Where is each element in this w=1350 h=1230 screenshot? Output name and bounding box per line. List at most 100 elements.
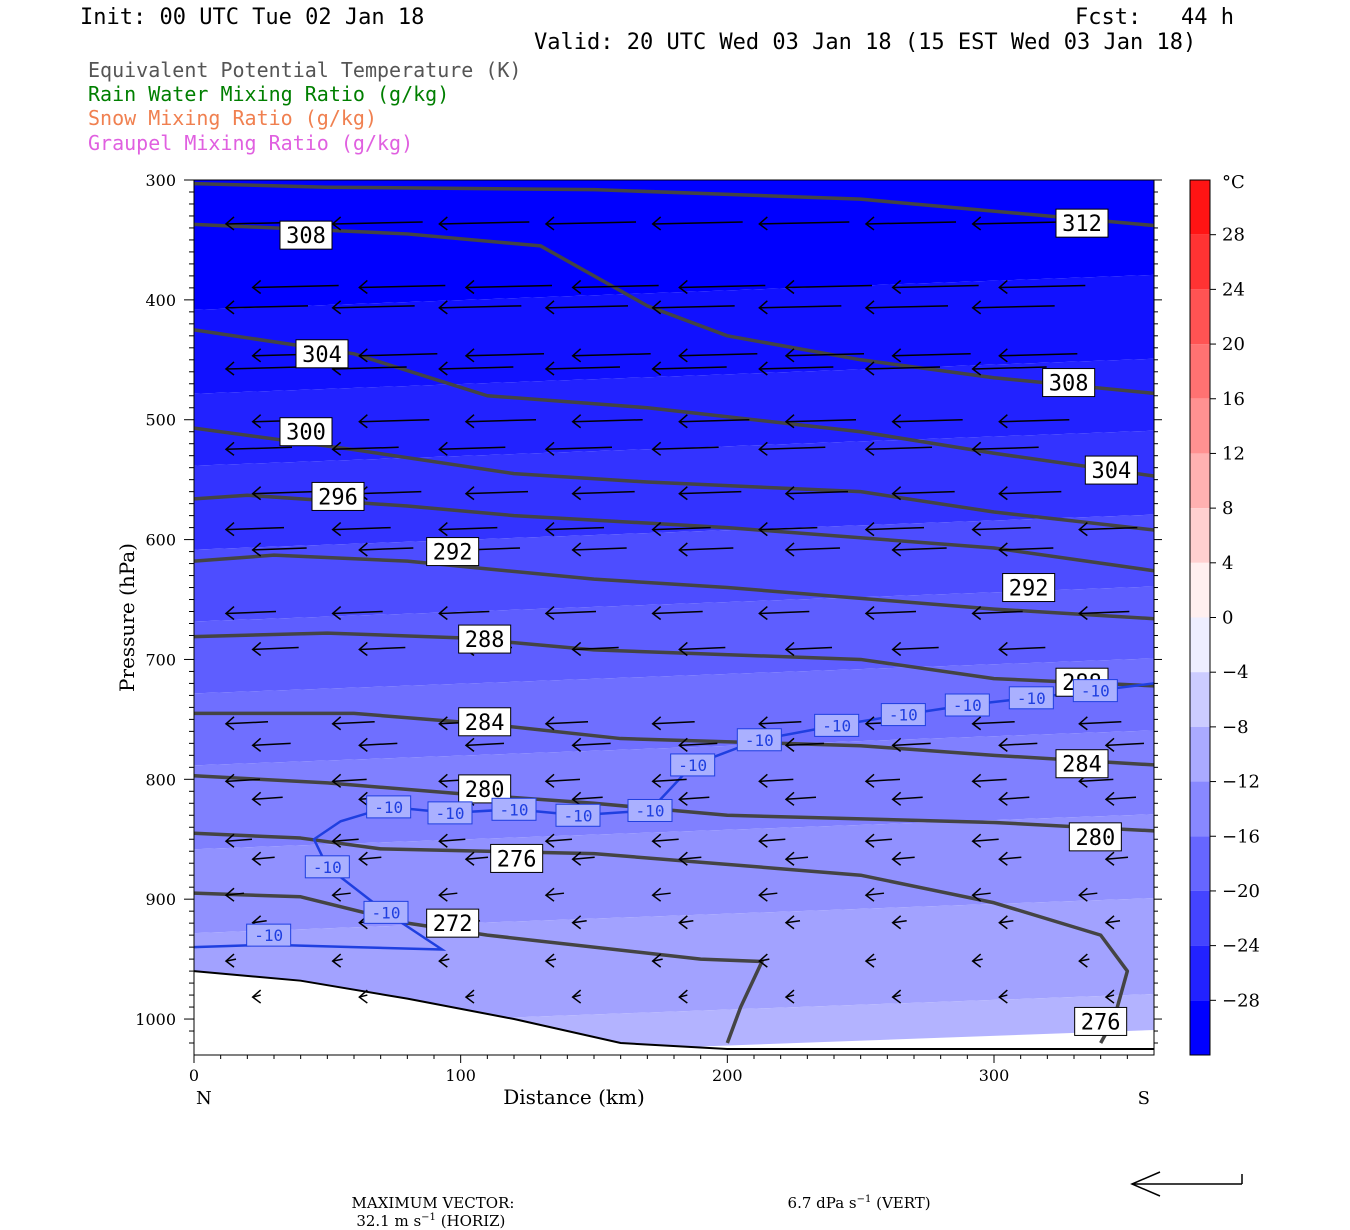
wind-vector-head bbox=[224, 361, 235, 376]
wind-vector bbox=[545, 838, 573, 842]
isotherm-label-box bbox=[1072, 679, 1118, 703]
wind-vector bbox=[759, 892, 778, 896]
colorbar-segment bbox=[1190, 781, 1210, 837]
wind-vector bbox=[652, 778, 687, 783]
wind-vector bbox=[652, 221, 743, 225]
x-tick-label: 100 bbox=[445, 1066, 476, 1085]
colorbar-segment bbox=[1190, 617, 1210, 673]
wind-vector bbox=[972, 366, 1047, 370]
wind-vector-head bbox=[651, 522, 662, 537]
isotherm-label: -10 bbox=[313, 858, 342, 877]
colorbar-label: 0 bbox=[1222, 608, 1233, 629]
wind-vector bbox=[359, 646, 406, 651]
contour-label-box bbox=[1055, 749, 1109, 779]
forecast-hour: Fcst: 44 h bbox=[1075, 5, 1234, 30]
wind-vector-head bbox=[544, 216, 555, 231]
wind-vector-head bbox=[438, 361, 448, 376]
wind-vector bbox=[972, 892, 991, 896]
contour-label: 280 bbox=[1075, 826, 1115, 851]
x-end-label-south: S bbox=[1138, 1088, 1150, 1109]
wind-vector-head bbox=[998, 915, 1008, 930]
wind-vector bbox=[865, 446, 933, 451]
wind-vector-head bbox=[544, 887, 555, 902]
contour-label: 304 bbox=[302, 343, 342, 368]
wind-vector-head bbox=[331, 716, 342, 731]
y-tick-label: 600 bbox=[145, 531, 176, 550]
wind-vector bbox=[439, 221, 530, 225]
wind-vector-head bbox=[891, 851, 902, 866]
footer-horiz: 32.1 m s−1 (HORIZ) bbox=[356, 1212, 506, 1230]
wind-vector-head bbox=[998, 486, 1008, 501]
wind-vector-head bbox=[971, 953, 982, 968]
wind-vector-head bbox=[358, 851, 368, 866]
wind-vector bbox=[679, 284, 766, 289]
wind-vector-head bbox=[331, 605, 342, 621]
wind-vector-head bbox=[251, 989, 262, 1004]
y-tick-label: 700 bbox=[145, 650, 176, 669]
wind-vector bbox=[332, 958, 343, 962]
wind-vector bbox=[785, 490, 849, 495]
wind-vector-head bbox=[251, 791, 262, 806]
wind-vector bbox=[999, 353, 1078, 357]
isotherm-label: -10 bbox=[889, 706, 918, 725]
wind-vector-head bbox=[464, 348, 475, 363]
wind-vector-head bbox=[891, 915, 902, 930]
colorbar-segment bbox=[1190, 890, 1210, 946]
wind-vector bbox=[252, 920, 267, 924]
wind-vector bbox=[759, 446, 826, 451]
wind-vector bbox=[572, 547, 627, 551]
wind-vector bbox=[759, 366, 834, 370]
wind-vector-head bbox=[758, 605, 768, 621]
legend-theta-e: Equivalent Potential Temperature (K) bbox=[88, 58, 522, 82]
wind-vector bbox=[572, 353, 651, 357]
wind-vector bbox=[359, 742, 398, 747]
wind-vector-head bbox=[891, 791, 902, 806]
contour-label-box bbox=[458, 707, 512, 737]
wind-vector bbox=[545, 958, 557, 962]
colorbar-segment bbox=[1190, 180, 1210, 235]
isotherm-label: -10 bbox=[372, 903, 401, 922]
theta-e-contour-296 bbox=[194, 493, 1154, 573]
wind-vector-head bbox=[331, 300, 342, 315]
wind-vector-head bbox=[358, 791, 368, 806]
colorbar-segment bbox=[1190, 453, 1210, 509]
wind-vector bbox=[545, 721, 589, 725]
footer-label: MAXIMUM VECTOR: bbox=[351, 1194, 515, 1212]
isotherm-label-box bbox=[246, 923, 292, 947]
wind-vector-head bbox=[651, 887, 662, 902]
theta-e-contour-300 bbox=[194, 426, 1154, 532]
wind-vector-head bbox=[571, 542, 582, 557]
y-tick-label: 900 bbox=[145, 890, 176, 909]
wind-vector-head bbox=[758, 441, 768, 456]
contour-label: 284 bbox=[1062, 753, 1102, 778]
wind-vector bbox=[332, 892, 351, 896]
wind-vector bbox=[865, 221, 957, 225]
isotherm-label: -10 bbox=[822, 716, 851, 735]
wind-vector-head bbox=[438, 522, 448, 537]
colorbar-label: 4 bbox=[1222, 553, 1233, 574]
wind-vector-head bbox=[438, 833, 448, 848]
wind-vector-head bbox=[251, 414, 262, 429]
theta-e-contours bbox=[194, 181, 1154, 1044]
wind-vector-head bbox=[571, 737, 582, 752]
contour-label: 276 bbox=[497, 847, 537, 872]
wind-vector-head bbox=[571, 279, 582, 295]
wind-vector-head bbox=[758, 833, 768, 848]
wind-vector-head bbox=[651, 300, 662, 315]
wind-vector bbox=[252, 646, 299, 651]
wind-vector bbox=[759, 721, 802, 725]
isotherm-label-box bbox=[814, 713, 860, 737]
wind-vector-head bbox=[358, 279, 368, 295]
wind-vector-head bbox=[651, 716, 662, 731]
wind-vector bbox=[759, 305, 842, 309]
wind-vector bbox=[1079, 721, 1122, 725]
footer-vert: 6.7 dPa s−1 (VERT) bbox=[787, 1194, 931, 1212]
wind-vector-head bbox=[438, 953, 448, 968]
wind-vector-head bbox=[971, 361, 982, 376]
wind-vector bbox=[972, 610, 1023, 615]
theta-e-contour-312 bbox=[194, 181, 1154, 228]
colorbar-label: 16 bbox=[1222, 389, 1245, 410]
isotherm-label-box bbox=[366, 795, 412, 819]
colorbar-segment bbox=[1190, 945, 1210, 1001]
wind-vector-head bbox=[678, 414, 688, 429]
